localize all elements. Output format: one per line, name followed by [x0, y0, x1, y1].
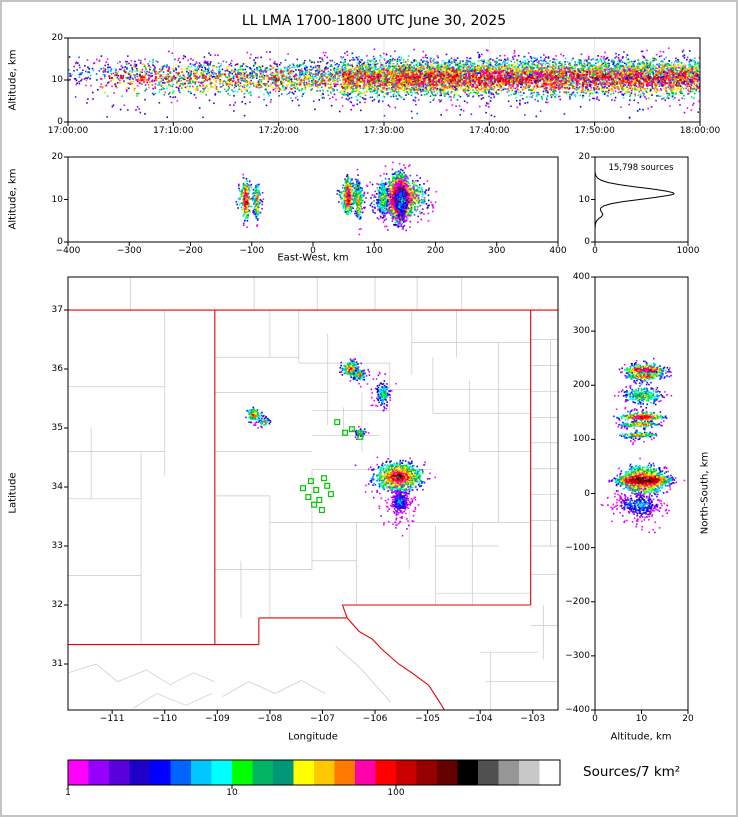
ew-axis-tick-label: 100 [365, 246, 383, 256]
ew-axis-tick-label: −400 [55, 246, 81, 256]
latitude-tick-label: 35 [51, 423, 63, 434]
ns-panel-alt-tick-label: 20 [682, 714, 694, 724]
ew-panel-alt-tick-label: 20 [51, 152, 63, 162]
ew-panel-alt-tick-label: 0 [57, 237, 63, 247]
histogram-count-tick-label: 0 [592, 246, 598, 256]
ew-panel-alt-tick-label: 10 [51, 194, 63, 205]
longitude-tick-label: −111 [99, 714, 125, 724]
time-panel-ylabel: Altitude, km [7, 49, 19, 111]
colorbar-label: Sources/7 km² [583, 764, 681, 780]
map-ylabel: Latitude [7, 472, 19, 514]
north-south-tick-label: −300 [565, 650, 590, 661]
colorbar-tick-label: 1 [65, 788, 71, 798]
longitude-tick-label: −109 [204, 714, 230, 724]
time-axis-tick-label: 17:40:00 [469, 126, 510, 136]
histogram-alt-tick-label: 20 [578, 152, 590, 162]
histogram-count-tick-label: 1000 [676, 246, 700, 256]
longitude-tick-label: −110 [152, 714, 178, 724]
longitude-tick-label: −103 [520, 714, 546, 724]
north-south-tick-label: 400 [572, 272, 590, 282]
ew-axis-tick-label: −100 [239, 246, 265, 256]
source-count-annotation: 15,798 sources [608, 163, 674, 173]
north-south-tick-label: −200 [565, 596, 590, 607]
time-axis-tick-label: 18:00:00 [679, 126, 721, 136]
colorbar-tick-label: 10 [226, 788, 238, 798]
time-panel-alt-tick-label: 20 [51, 33, 63, 43]
map-xlabel: Longitude [288, 731, 338, 743]
north-south-tick-label: 300 [572, 326, 590, 337]
longitude-tick-label: −104 [467, 714, 493, 724]
ew-axis-tick-label: 400 [549, 246, 567, 256]
time-axis-tick-label: 17:20:00 [258, 126, 299, 136]
figure-title: LL LMA 1700-1800 UTC June 30, 2025 [241, 13, 507, 29]
ew-panel-ylabel: Altitude, km [7, 168, 19, 230]
time-axis-tick-label: 17:50:00 [574, 126, 615, 136]
ns-panel-ylabel: North-South, km [699, 451, 711, 535]
north-south-tick-label: −400 [565, 705, 590, 715]
longitude-tick-label: −106 [362, 714, 388, 724]
latitude-tick-label: 36 [51, 364, 63, 375]
histogram-alt-tick-label: 10 [578, 194, 590, 205]
ew-axis-tick-label: 300 [488, 246, 506, 256]
north-south-tick-label: −100 [565, 542, 590, 553]
longitude-tick-label: −105 [415, 714, 440, 724]
ew-axis-tick-label: −300 [116, 246, 142, 256]
colorbar-tick-label: 100 [387, 788, 405, 798]
latitude-tick-label: 33 [51, 541, 63, 551]
north-south-tick-label: 100 [572, 434, 590, 445]
time-panel-alt-tick-label: 10 [51, 75, 63, 85]
longitude-tick-label: −107 [310, 714, 335, 724]
latitude-tick-label: 31 [51, 658, 63, 669]
ew-axis-tick-label: 0 [310, 246, 316, 256]
ew-panel-xlabel: East-West, km [277, 252, 349, 264]
ns-panel-alt-tick-label: 0 [592, 714, 598, 724]
histogram-alt-tick-label: 0 [584, 237, 590, 247]
longitude-tick-label: −108 [257, 714, 283, 724]
ns-panel-xlabel: Altitude, km [610, 731, 672, 743]
time-axis-tick-label: 17:30:00 [363, 126, 405, 136]
north-south-tick-label: 200 [572, 380, 590, 391]
time-axis-tick-label: 17:10:00 [153, 126, 194, 136]
time-panel-alt-tick-label: 0 [57, 117, 63, 127]
ew-axis-tick-label: 200 [426, 246, 445, 256]
latitude-tick-label: 34 [51, 482, 63, 492]
time-axis-tick-label: 17:00:00 [47, 126, 89, 136]
ns-panel-alt-tick-label: 10 [635, 714, 648, 724]
latitude-tick-label: 37 [51, 305, 63, 316]
latitude-tick-label: 32 [51, 599, 63, 610]
ew-axis-tick-label: −200 [178, 246, 203, 256]
north-south-tick-label: 0 [584, 488, 590, 499]
